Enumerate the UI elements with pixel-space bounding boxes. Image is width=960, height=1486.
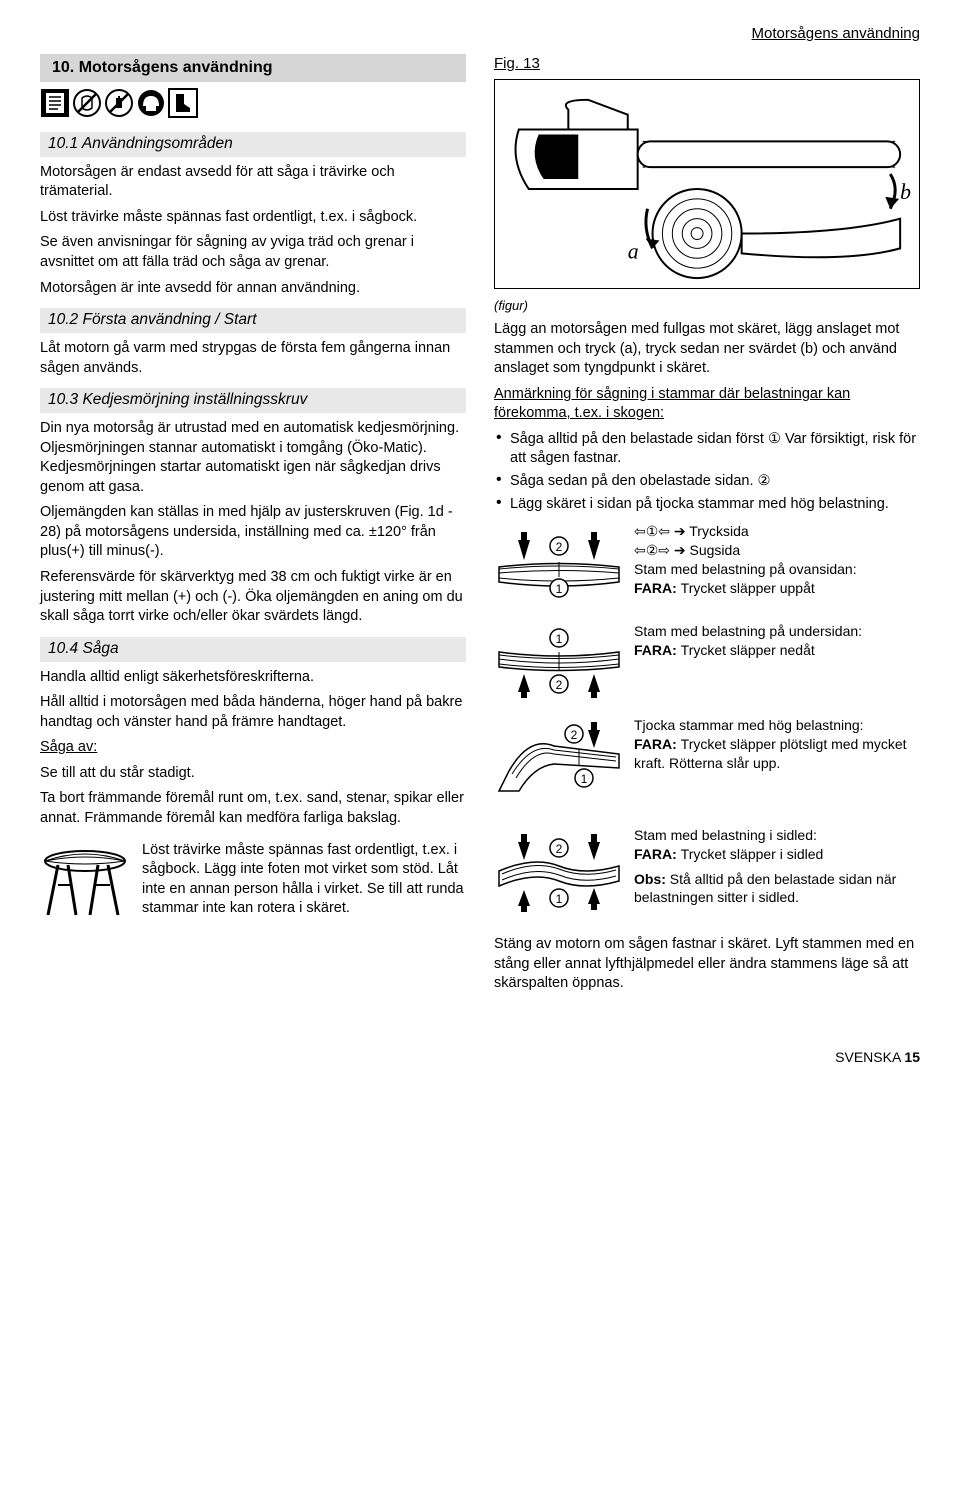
p-intro-4: Motorsågen är inte avsedd för annan anvä… [40,279,466,299]
p-oil-2: Oljemängden kan ställas in med hjälp av … [40,503,466,562]
svg-text:2: 2 [556,842,563,856]
r-p1: Lägg an motorsågen med fullgas mot skäre… [494,320,920,379]
p-saw-5: Löst trävirke måste spännas fast ordentl… [142,841,466,919]
left-column: 10. Motorsågens användning 10.1 Användni… [40,54,466,1000]
r-p2: Anmärkning för sågning i stammar där bel… [494,385,920,424]
manual-icon [40,88,70,118]
safety-icon-row [40,88,466,118]
p-oil-3: Referensvärde för skärverktyg med 38 cm … [40,568,466,627]
p-start: Låt motorn gå varm med strypgas de först… [40,339,466,378]
no-touch-icon [104,88,134,118]
load-side: Stam med belastning i sidled: [634,826,920,845]
obs-note: Obs: Stå alltid på den belastade sidan n… [634,870,920,908]
p-intro-1: Motorsågen är endast avsedd för att såga… [40,163,466,202]
svg-text:1: 1 [556,892,563,906]
log-row-2: 1 2 Stam med belastning på undersidan: F… [494,622,920,709]
load-top: Stam med belastning på ovansidan: [634,560,920,579]
fig-13-label: Fig. 13 [494,54,920,74]
sawhorse-row: Löst trävirke måste spännas fast ordentl… [40,835,466,932]
p-saw-3: Se till att du står stadigt. [40,764,466,784]
helmet-icon [136,88,166,118]
svg-text:2: 2 [556,540,563,554]
log-row-3: 2 1 Tjocka stammar med hög belastning: F… [494,716,920,818]
log-text-1: ⇦①⇦ ➔ Trycksida ⇦②⇨ ➔ Sugsida Stam med b… [634,522,920,598]
footer-page-number: 15 [904,1049,920,1065]
saga-av-label: Såga av: [40,739,97,755]
p-intro-3: Se även anvisningar för sågning av yviga… [40,233,466,272]
sub-10-1: 10.1 Användningsområden [40,132,466,157]
svg-text:2: 2 [571,728,578,742]
p-saw-1: Handla alltid enligt säkerhetsföreskrift… [40,668,466,688]
r-p2-u: Anmärkning för sågning i stammar där bel… [494,386,850,422]
p-saw-heading: Såga av: [40,738,466,758]
sub-10-4: 10.4 Såga [40,637,466,662]
fig-caption: (figur) [494,297,920,315]
log-row-1: 2 1 ⇦①⇦ ➔ Trycksida ⇦②⇨ ➔ Sugsida Stam m… [494,522,920,614]
danger-3: FARA: Trycket släpper plötsligt med myck… [634,735,920,773]
sub-10-2: 10.2 Första användning / Start [40,308,466,333]
log-text-2: Stam med belastning på undersidan: FARA:… [634,622,920,660]
fig-13-illustration: a b [494,79,920,289]
load-bottom: Stam med belastning på undersidan: [634,622,920,641]
log-diagram-side-load: 2 1 [494,826,624,928]
prohibition-icon [72,88,102,118]
main-section-title: 10. Motorsågens användning [40,54,466,82]
log-row-4: 2 1 Stam med belastning i sidled: FARA: … [494,826,920,928]
sawhorse-icon [40,835,130,932]
bullet-2: Såga sedan på den obelastade sidan. ② [494,472,920,492]
arrows-1b: ⇦②⇨ ➔ Sugsida [634,541,920,560]
load-heavy: Tjocka stammar med hög belastning: [634,716,920,735]
bullet-1: Såga alltid på den belastade sidan först… [494,430,920,469]
p-intro-2: Löst trävirke måste spännas fast ordentl… [40,208,466,228]
sub-10-3: 10.3 Kedjesmörjning inställningsskruv [40,388,466,413]
bullet-3: Lägg skäret i sidan på tjocka stammar me… [494,495,920,515]
svg-text:2: 2 [556,678,563,692]
danger-2: FARA: Trycket släpper nedåt [634,641,920,660]
log-text-3: Tjocka stammar med hög belastning: FARA:… [634,716,920,773]
danger-1: FARA: Trycket släpper uppåt [634,579,920,598]
content-columns: 10. Motorsågens användning 10.1 Användni… [40,54,920,1000]
p-oil-1: Din nya motorsåg är utrustad med en auto… [40,419,466,497]
log-diagram-heavy-load: 2 1 [494,716,624,818]
log-diagram-bottom-load: 1 2 [494,622,624,709]
log-text-4: Stam med belastning i sidled: FARA: Tryc… [634,826,920,908]
footer-lang: SVENSKA [835,1049,904,1065]
right-column: Fig. 13 [494,54,920,1000]
page-header: Motorsågens användning [40,24,920,44]
svg-text:1: 1 [556,632,563,646]
danger-4: FARA: Trycket släpper i sidled [634,845,920,864]
svg-text:a: a [628,239,639,263]
svg-text:b: b [900,179,911,203]
arrows-1a: ⇦①⇦ ➔ Trycksida [634,522,920,541]
r-p3: Stäng av motorn om sågen fastnar i skäre… [494,935,920,994]
bullet-list: Såga alltid på den belastade sidan först… [494,430,920,514]
svg-text:1: 1 [556,582,563,596]
log-diagram-top-load: 2 1 [494,522,624,614]
boot-icon [168,88,198,118]
p-saw-4: Ta bort främmande föremål runt om, t.ex.… [40,789,466,828]
svg-text:1: 1 [581,772,588,786]
p-saw-2: Håll alltid i motorsågen med båda händer… [40,693,466,732]
page-footer: SVENSKA 15 [40,1048,920,1067]
